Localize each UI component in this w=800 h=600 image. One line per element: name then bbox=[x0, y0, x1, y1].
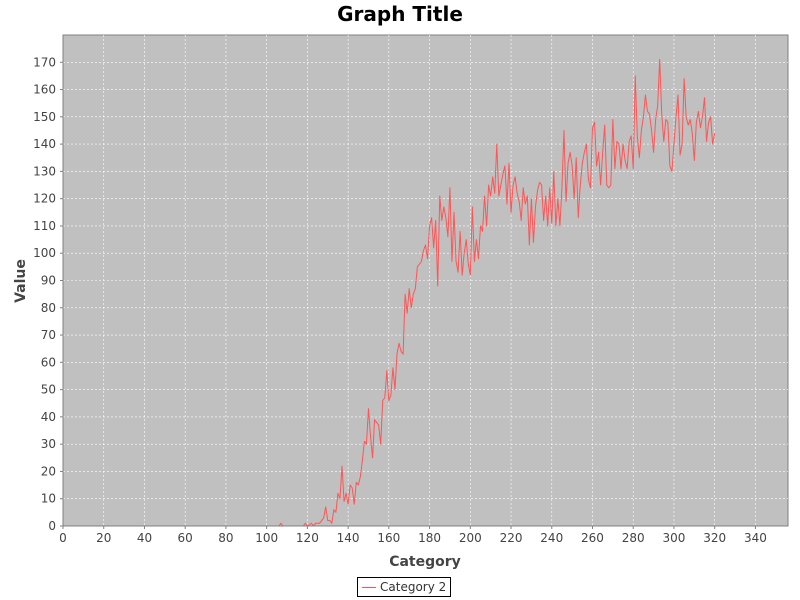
y-tick-label: 150 bbox=[33, 110, 56, 124]
x-tick-label: 80 bbox=[218, 531, 233, 545]
x-tick-label: 0 bbox=[59, 531, 67, 545]
series-line-1 bbox=[63, 59, 716, 527]
y-tick-label: 0 bbox=[48, 519, 56, 533]
x-tick-label: 60 bbox=[178, 531, 193, 545]
x-tick-label: 280 bbox=[622, 531, 645, 545]
x-tick-label: 40 bbox=[137, 531, 152, 545]
x-tick-label: 240 bbox=[540, 531, 563, 545]
x-tick-label: 100 bbox=[255, 531, 278, 545]
x-tick-label: 220 bbox=[500, 531, 523, 545]
x-tick-label: 180 bbox=[418, 531, 441, 545]
x-tick-label: 160 bbox=[377, 531, 400, 545]
chart-title: Graph Title bbox=[337, 2, 463, 26]
x-tick-label: 260 bbox=[581, 531, 604, 545]
legend-label: Category 2 bbox=[380, 580, 447, 594]
x-tick-label: 200 bbox=[459, 531, 482, 545]
y-tick-label: 60 bbox=[41, 355, 56, 369]
x-tick-label: 320 bbox=[703, 531, 726, 545]
y-tick-label: 50 bbox=[41, 383, 56, 397]
y-tick-label: 110 bbox=[33, 219, 56, 233]
legend: Category 2 bbox=[357, 577, 452, 597]
x-axis-label: Category bbox=[389, 554, 461, 570]
x-tick-label: 140 bbox=[337, 531, 360, 545]
y-tick-label: 70 bbox=[41, 328, 56, 342]
x-tick-label: 300 bbox=[663, 531, 686, 545]
y-tick-label: 130 bbox=[33, 164, 56, 178]
y-axis-label: Value bbox=[13, 259, 29, 303]
legend-swatch bbox=[362, 586, 376, 588]
y-tick-label: 160 bbox=[33, 83, 56, 97]
y-tick-label: 80 bbox=[41, 301, 56, 315]
x-tick-label: 120 bbox=[296, 531, 319, 545]
y-tick-label: 10 bbox=[41, 492, 56, 506]
y-tick-label: 40 bbox=[41, 410, 56, 424]
y-tick-label: 120 bbox=[33, 192, 56, 206]
y-tick-label: 30 bbox=[41, 437, 56, 451]
y-tick-label: 170 bbox=[33, 55, 56, 69]
y-tick-label: 90 bbox=[41, 274, 56, 288]
y-tick-label: 140 bbox=[33, 137, 56, 151]
x-tick-label: 340 bbox=[744, 531, 767, 545]
x-tick-label: 20 bbox=[96, 531, 111, 545]
y-tick-label: 20 bbox=[41, 464, 56, 478]
y-tick-label: 100 bbox=[33, 246, 56, 260]
